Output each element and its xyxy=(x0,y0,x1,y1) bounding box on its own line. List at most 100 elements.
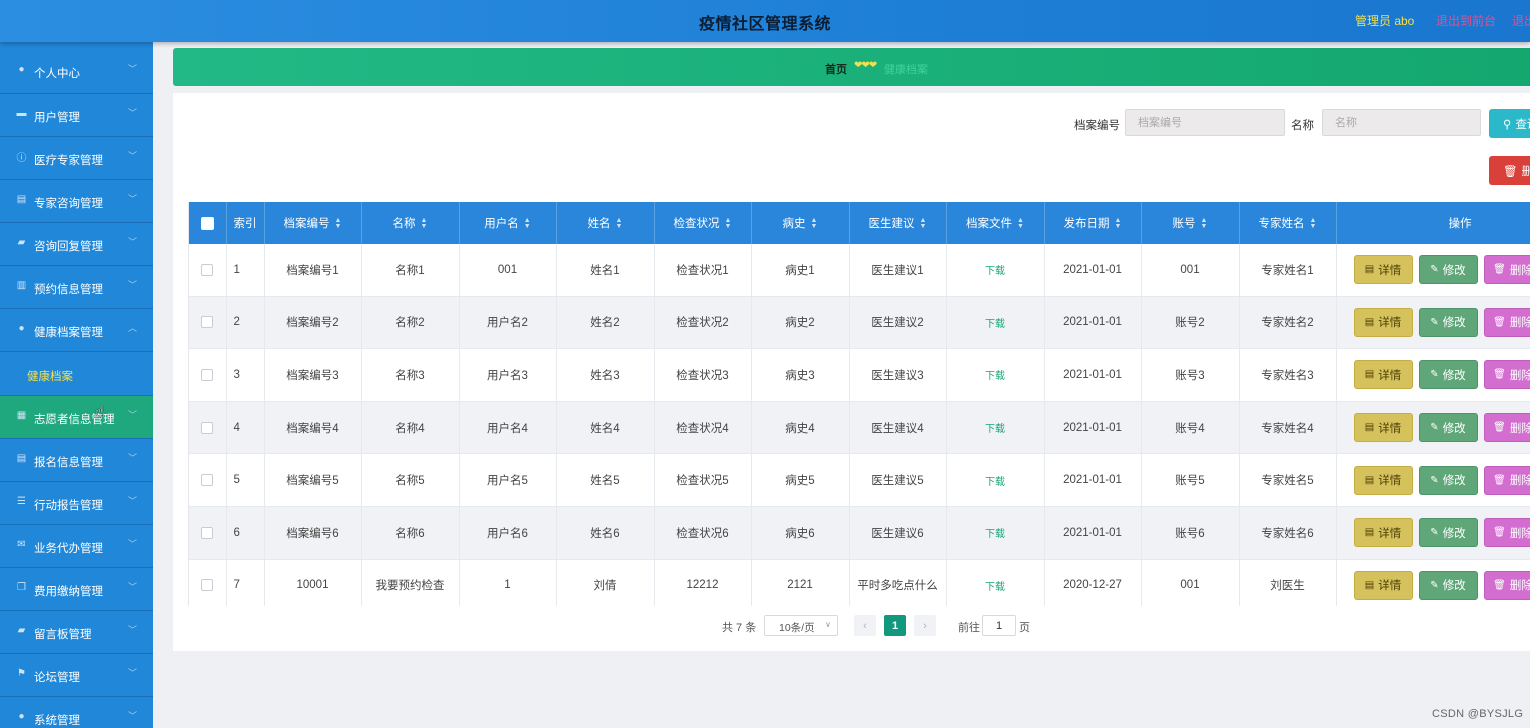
goto-page-input[interactable] xyxy=(982,615,1016,636)
detail-button[interactable]: ▤ 详情 xyxy=(1353,518,1413,548)
sidebar-item-label: 业务代办管理 xyxy=(34,543,103,555)
batch-delete-button[interactable]: 🗑 删除 xyxy=(1489,156,1530,185)
sort-icon[interactable]: ▲ ▼ xyxy=(724,216,732,230)
sort-icon[interactable]: ▲ ▼ xyxy=(1114,216,1122,230)
sort-icon[interactable]: ▲ ▼ xyxy=(919,216,927,230)
sidebar-item-2[interactable]: ⓘ 医疗专家管理 ﹀ xyxy=(0,137,153,180)
column-header-7[interactable]: 医生建议 ▲ ▼ xyxy=(849,202,947,244)
edit-button[interactable]: ✎ 修改 xyxy=(1418,413,1478,443)
sidebar-item-label: 报名信息管理 xyxy=(34,457,103,469)
detail-button[interactable]: ▤ 详情 xyxy=(1353,465,1413,495)
column-header-8[interactable]: 档案文件 ▲ ▼ xyxy=(946,202,1045,244)
archive-no-input[interactable] xyxy=(1125,109,1285,136)
column-header-11[interactable]: 专家姓名 ▲ ▼ xyxy=(1239,202,1337,244)
table-row: 6 档案编号6 名称6 用户名6 姓名6 检查状况6 病史6 医生建议6 下载 2021-01-0… xyxy=(189,506,1530,560)
sidebar-item-6[interactable]: ● 健康档案管理 ︿ xyxy=(0,309,153,352)
sidebar-subitem-health-archive[interactable]: 健康档案 xyxy=(0,352,153,396)
delete-button[interactable]: 🗑删除 xyxy=(1483,413,1530,443)
column-header-1[interactable]: 档案编号 ▲ ▼ xyxy=(264,202,362,244)
select-all-checkbox[interactable] xyxy=(200,216,214,230)
page-size-select[interactable]: 10条/页 ∨ xyxy=(764,615,838,636)
delete-button[interactable]: 🗑删除 xyxy=(1483,360,1530,390)
edit-icon: ✎ xyxy=(1430,422,1439,434)
name-input[interactable] xyxy=(1322,109,1481,136)
download-link[interactable]: 下载 xyxy=(985,371,1005,383)
sidebar-item-10[interactable]: ✉ 业务代办管理 ﹀ xyxy=(0,525,153,568)
back-to-front-link[interactable]: 退出到前台 xyxy=(1436,14,1497,28)
actions-cell: ▤详情✎修改🗑删除 xyxy=(1336,401,1530,455)
edit-button[interactable]: ✎ 修改 xyxy=(1418,307,1478,337)
table-cell: 病史3 xyxy=(751,348,850,402)
edit-button[interactable]: ✎ 修改 xyxy=(1418,360,1478,390)
sidebar-item-7[interactable]: ▦ 志愿者信息管理 ﹀ xyxy=(0,396,153,439)
table-cell: 刘医生 xyxy=(1239,559,1337,606)
download-link[interactable]: 下载 xyxy=(985,581,1005,593)
sidebar-item-5[interactable]: ▥ 预约信息管理 ﹀ xyxy=(0,266,153,309)
table-cell: 专家姓名4 xyxy=(1239,401,1337,455)
sidebar-item-14[interactable]: ● 系统管理 ﹀ xyxy=(0,697,153,728)
column-header-2[interactable]: 名称 ▲ ▼ xyxy=(361,202,460,244)
row-checkbox[interactable] xyxy=(201,421,214,434)
sort-icon[interactable]: ▲ ▼ xyxy=(1309,216,1317,230)
sidebar-item-11[interactable]: ❐ 费用缴纳管理 ﹀ xyxy=(0,568,153,611)
column-header-9[interactable]: 发布日期 ▲ ▼ xyxy=(1044,202,1142,244)
row-checkbox[interactable] xyxy=(201,263,214,276)
delete-button[interactable]: 🗑删除 xyxy=(1483,570,1530,600)
monitor-icon: ▬ xyxy=(16,108,27,119)
sidebar-item-13[interactable]: ⚑ 论坛管理 ﹀ xyxy=(0,654,153,697)
edit-button[interactable]: ✎ 修改 xyxy=(1418,255,1478,285)
sidebar-item-4[interactable]: ▰ 咨询回复管理 ﹀ xyxy=(0,223,153,266)
detail-button[interactable]: ▤ 详情 xyxy=(1353,255,1413,285)
download-link[interactable]: 下载 xyxy=(985,318,1005,330)
row-checkbox[interactable] xyxy=(201,474,214,487)
sidebar-item-label: 个人中心 xyxy=(34,68,80,80)
delete-button[interactable]: 🗑删除 xyxy=(1483,518,1530,548)
chevron-down-icon: ﹀ xyxy=(127,410,137,420)
detail-button[interactable]: ▤ 详情 xyxy=(1353,413,1413,443)
sidebar-item-1[interactable]: ▬ 用户管理 ﹀ xyxy=(0,94,153,137)
sidebar-item-8[interactable]: ▤ 报名信息管理 ﹀ xyxy=(0,439,153,482)
delete-button[interactable]: 🗑删除 xyxy=(1483,465,1530,495)
edit-button[interactable]: ✎ 修改 xyxy=(1418,570,1478,600)
download-link[interactable]: 下载 xyxy=(985,266,1005,278)
page-number-current[interactable]: 1 xyxy=(884,615,906,636)
batch-delete-label: 删除 xyxy=(1521,165,1530,178)
sidebar-item-9[interactable]: ☰ 行动报告管理 ﹀ xyxy=(0,482,153,525)
row-checkbox[interactable] xyxy=(201,316,214,329)
sidebar-item-3[interactable]: ▤ 专家咨询管理 ﹀ xyxy=(0,180,153,223)
sidebar-item-12[interactable]: ▰ 留言板管理 ﹀ xyxy=(0,611,153,654)
next-page-button[interactable]: › xyxy=(914,615,936,636)
download-link[interactable]: 下载 xyxy=(985,529,1005,541)
column-header-4[interactable]: 姓名 ▲ ▼ xyxy=(556,202,655,244)
column-header-6[interactable]: 病史 ▲ ▼ xyxy=(751,202,850,244)
detail-button[interactable]: ▤ 详情 xyxy=(1353,307,1413,337)
row-checkbox[interactable] xyxy=(201,579,214,592)
row-checkbox[interactable] xyxy=(201,526,214,539)
delete-button[interactable]: 🗑删除 xyxy=(1483,255,1530,285)
row-checkbox[interactable] xyxy=(201,368,214,381)
query-button[interactable]: ⚲ 查询 xyxy=(1489,109,1530,138)
sort-icon[interactable]: ▲ ▼ xyxy=(334,216,342,230)
logout-link[interactable]: 退出登录 xyxy=(1512,14,1530,28)
column-header-10[interactable]: 账号 ▲ ▼ xyxy=(1141,202,1240,244)
sort-icon[interactable]: ▲ ▼ xyxy=(420,216,428,230)
sidebar-item-0[interactable]: ● 个人中心 ﹀ xyxy=(0,50,153,94)
sort-icon[interactable]: ▲ ▼ xyxy=(810,216,818,230)
sort-icon[interactable]: ▲ ▼ xyxy=(1200,216,1208,230)
column-header-5[interactable]: 检查状况 ▲ ▼ xyxy=(654,202,752,244)
table-cell: 档案编号6 xyxy=(264,506,362,560)
detail-button[interactable]: ▤ 详情 xyxy=(1353,360,1413,390)
download-link[interactable]: 下载 xyxy=(985,424,1005,436)
sort-icon[interactable]: ▲ ▼ xyxy=(1017,216,1024,230)
column-header-3[interactable]: 用户名 ▲ ▼ xyxy=(459,202,557,244)
detail-button[interactable]: ▤ 详情 xyxy=(1353,570,1413,600)
edit-button[interactable]: ✎ 修改 xyxy=(1418,518,1478,548)
cell-text: 账号6 xyxy=(1175,527,1205,540)
breadcrumb-home[interactable]: 首页 xyxy=(825,64,847,76)
delete-button[interactable]: 🗑删除 xyxy=(1483,307,1530,337)
prev-page-button[interactable]: ‹ xyxy=(854,615,876,636)
sort-icon[interactable]: ▲ ▼ xyxy=(523,216,531,230)
sort-icon[interactable]: ▲ ▼ xyxy=(615,216,623,230)
download-link[interactable]: 下载 xyxy=(985,476,1005,488)
edit-button[interactable]: ✎ 修改 xyxy=(1418,465,1478,495)
